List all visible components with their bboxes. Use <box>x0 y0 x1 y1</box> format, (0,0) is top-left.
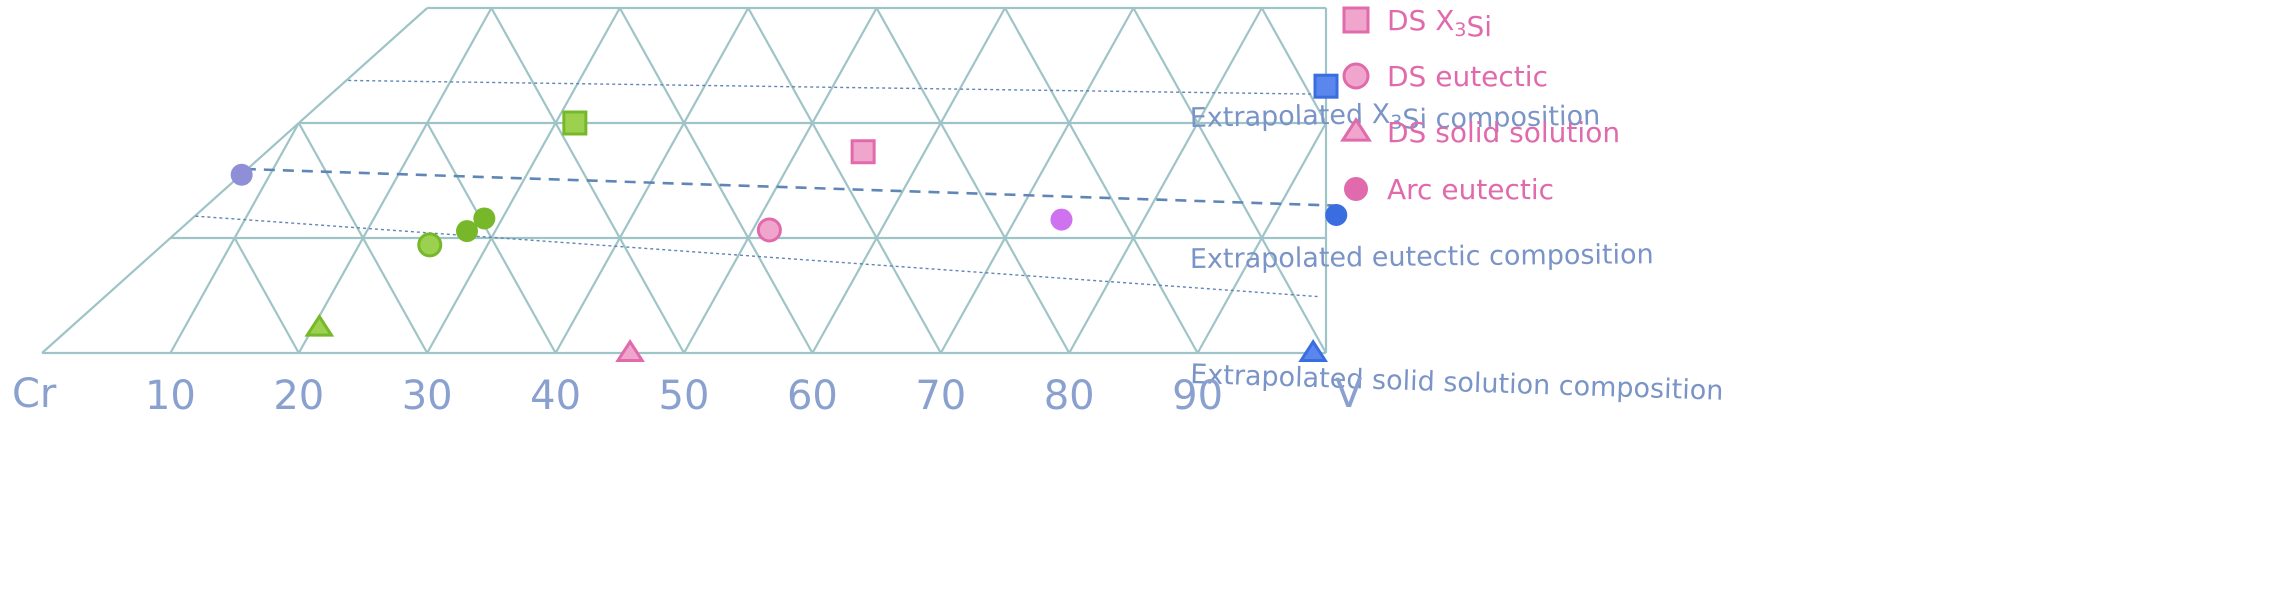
grid-diagonal-line <box>1068 7 1263 354</box>
data-point-green-triangle <box>304 313 335 337</box>
grid-diagonal-line <box>875 7 1071 354</box>
x-tick-label: 40 <box>530 373 581 419</box>
x-axis-left-label: Cr <box>12 371 57 417</box>
grid-diagonal-line <box>1260 7 1327 124</box>
grid-diagonal-line <box>1132 7 1327 354</box>
legend-label: DS X3Si <box>1387 4 1492 43</box>
data-point-blue-square <box>1313 73 1339 99</box>
x-tick-label: 20 <box>273 373 324 419</box>
legend-label: Arc eutectic <box>1387 173 1554 206</box>
x-tick-label: 50 <box>659 373 710 419</box>
x-tick-label: 60 <box>787 373 838 419</box>
legend-marker-triangle <box>1340 116 1372 142</box>
data-point-blue-circle-filled <box>1325 204 1348 226</box>
data-point-green-circle-filled <box>473 207 496 230</box>
extrapolation-lines <box>195 79 1342 298</box>
x-tick-label: 80 <box>1044 373 1095 419</box>
legend-label: DS solid solution <box>1387 116 1620 149</box>
annotation-x3si-composition: Extrapolated X3Si composition <box>1189 94 1600 140</box>
grid-diagonal-line <box>618 7 814 354</box>
grid-diagonal-line <box>811 7 1006 354</box>
extrapolation-line-eutectic <box>244 167 1342 208</box>
data-point-green-square <box>562 110 588 136</box>
x-tick-label: 70 <box>915 373 966 419</box>
x-tick-label: 10 <box>145 373 196 419</box>
x-tick-label: 30 <box>402 373 453 419</box>
legend: DS X3Si DS eutectic DS solid solution Arc e… <box>1340 4 1620 206</box>
data-points <box>230 73 1348 362</box>
grid-diagonal-line <box>554 7 750 354</box>
extrapolation-line-x3si <box>348 79 1325 95</box>
data-point-magenta-circle-filled <box>1050 208 1073 231</box>
legend-marker-square <box>1342 6 1370 34</box>
x-axis-right-label: V <box>1335 371 1363 417</box>
extrapolation-line-solid <box>195 215 1319 298</box>
data-point-purple-circle-filled <box>230 163 253 186</box>
data-point-pink-circle-open <box>756 217 782 243</box>
legend-label: DS eutectic <box>1387 60 1548 93</box>
grid-diagonal-line <box>297 122 429 354</box>
data-point-pink-triangle <box>615 339 645 362</box>
annotation-solid-solution-composition: Extrapolated solid solution composition <box>1190 359 1724 407</box>
x-axis: Cr V 10 20 30 40 50 60 70 80 90 <box>12 371 1363 419</box>
annotation-eutectic-composition: Extrapolated eutectic composition <box>1190 239 1654 275</box>
legend-marker-circle-filled <box>1344 177 1368 201</box>
grid-diagonal-line <box>1004 7 1199 354</box>
data-point-blue-triangle <box>1298 339 1329 362</box>
data-point-green-circle-open <box>417 232 443 258</box>
data-point-green-circle-filled <box>456 220 479 243</box>
data-point-pink-square <box>850 139 876 165</box>
grid-diagonal-line <box>297 7 493 354</box>
x-tick-label: 90 <box>1172 373 1223 419</box>
grid-diagonal-line <box>747 7 942 354</box>
grid-diagonal-line <box>233 237 300 354</box>
grid-diagonal-line <box>169 122 300 354</box>
legend-marker-circle-open <box>1342 62 1370 90</box>
grid-diagonal-line <box>939 7 1135 354</box>
grid-diagonal-line <box>683 7 878 354</box>
grid-diagonal-line <box>426 7 621 354</box>
